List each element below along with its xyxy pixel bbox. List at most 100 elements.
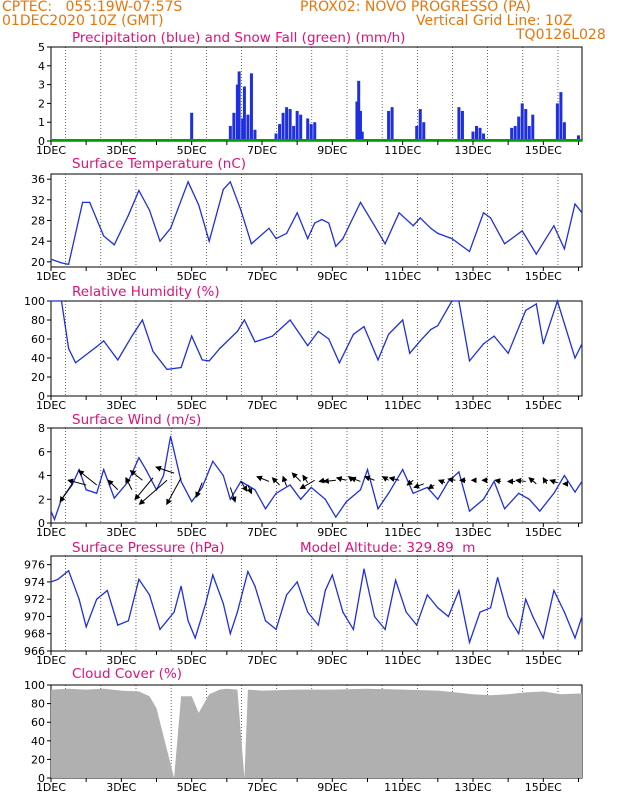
data-point [68,570,70,572]
data-point [468,360,471,362]
data-point [106,589,108,592]
x-tick-label: 13DEC [454,399,491,412]
data-point [229,181,231,183]
data-point [430,227,432,229]
data-point [426,594,428,596]
data-point [437,325,439,327]
data-point [166,620,168,622]
x-tick-label: 11DEC [384,654,421,667]
data-point [563,248,566,250]
data-point [117,359,119,361]
data-point [402,319,404,321]
panel-frame [50,555,583,652]
y-tick-label: 976 [24,559,45,572]
data-point [198,204,200,206]
series-line [50,180,583,266]
data-point [296,581,298,583]
precip-bar [471,131,475,141]
data-point [236,611,238,613]
data-point [275,238,277,240]
data-point [437,607,439,609]
y-tick-label: 5 [38,41,45,54]
data-point [377,508,379,510]
data-point [103,235,105,237]
wind-arrow [125,476,133,490]
precip-bar [510,127,514,141]
data-point [170,227,172,229]
data-point [317,624,319,626]
precip-bar [531,114,535,141]
data-point [458,300,460,302]
data-point [366,469,369,471]
precip-bar [242,86,246,141]
data-point [187,620,189,622]
data-point [479,611,481,613]
data-point [138,457,140,459]
data-point [103,340,105,342]
x-tick-label: 3DEC [106,144,136,157]
wind-arrow [322,477,336,484]
x-tick-label: 3DEC [106,526,136,539]
data-point [581,212,583,214]
wind-arrow [542,476,549,485]
precip-bar [478,127,482,141]
y-tick-label: 24 [31,235,45,248]
x-tick-label: 7DEC [247,526,277,539]
data-point [180,585,182,587]
wind-arrow [406,479,414,486]
data-point [60,262,63,264]
precip-bar [576,135,580,141]
x-tick-label: 7DEC [247,399,277,412]
data-point [275,628,277,631]
precip-bar [482,133,486,141]
wind-arrow [240,481,248,492]
data-point [518,492,520,494]
humidity-title: Relative Humidity (%) [72,284,220,300]
precip-title: Precipitation (blue) and Snow Fall (gree… [72,30,406,46]
y-tick-label: 100 [24,295,45,308]
altitude-annotation: Model Altitude: 329.89 m [300,540,476,556]
data-point [553,589,555,592]
precip-bar [418,109,422,141]
data-point [574,203,576,205]
data-point [191,335,193,337]
x-tick-label: 11DEC [384,144,421,157]
data-point [518,633,520,635]
data-point [412,492,414,494]
wind-arrow [528,477,537,485]
data-point [286,232,288,234]
x-tick-label: 9DEC [317,654,347,667]
data-point [398,212,400,214]
wind-arrow [67,478,87,486]
data-point [180,366,182,369]
precip-bar [513,125,517,141]
data-point [419,217,421,219]
x-tick-label: 15DEC [525,270,562,283]
data-point [205,602,207,605]
x-tick-label: 9DEC [317,399,347,412]
wind-arrow [229,487,237,503]
data-point [89,201,91,203]
precip-bar [415,125,419,141]
x-tick-label: 3DEC [106,270,136,283]
precip-bar [527,125,531,141]
series-line [51,298,583,371]
data-point [342,238,344,240]
y-tick-label: 20 [31,753,45,766]
precip-bar [306,118,310,141]
y-tick-label: 0 [38,390,45,403]
data-point [50,258,52,260]
data-point [493,335,495,337]
data-point [78,469,80,471]
y-tick-label: 40 [31,735,45,748]
wind-arrow [291,472,302,482]
x-tick-label: 15DEC [525,144,562,157]
wind-arrow [388,476,400,482]
x-tick-label: 1DEC [36,654,66,667]
data-point [113,497,115,499]
precip-bar [555,103,559,141]
data-point [85,489,87,491]
data-point [307,238,309,240]
data-point [556,300,559,302]
data-point [504,243,506,245]
